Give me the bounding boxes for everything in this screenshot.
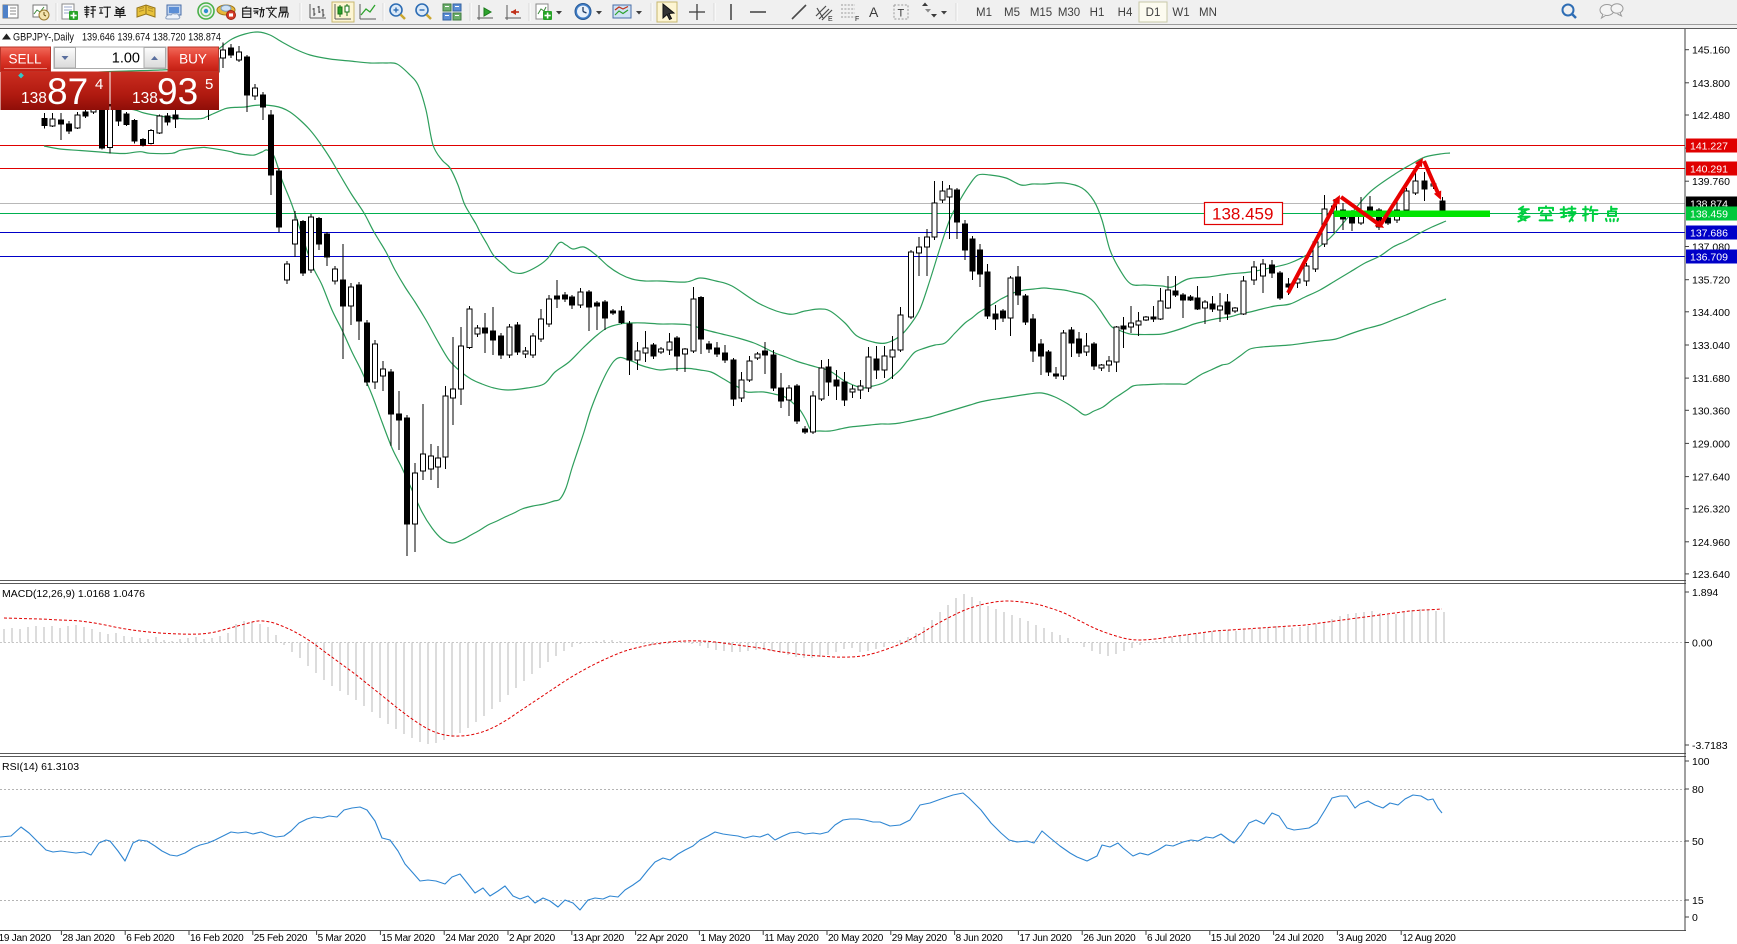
svg-text:5 Mar 2020: 5 Mar 2020 [318,933,367,944]
svg-text:2 Apr 2020: 2 Apr 2020 [509,933,556,944]
svg-text:140.291: 140.291 [1690,164,1728,176]
svg-text:6 Jul 2020: 6 Jul 2020 [1147,933,1191,944]
svg-text:28 Jan 2020: 28 Jan 2020 [62,933,115,944]
svg-text:130.360: 130.360 [1692,405,1730,417]
svg-text:138: 138 [21,90,47,107]
svg-text:M15: M15 [1030,7,1052,19]
svg-text:50: 50 [1692,836,1704,848]
svg-text:H4: H4 [1118,7,1133,19]
svg-text:A: A [869,4,879,20]
svg-text:5: 5 [205,76,213,93]
svg-text:4: 4 [95,76,103,93]
svg-text:GBPJPY-,Daily: GBPJPY-,Daily [13,32,74,44]
svg-text:100: 100 [1692,756,1710,768]
svg-text:BUY: BUY [179,52,207,67]
svg-text:16 Feb 2020: 16 Feb 2020 [190,933,244,944]
svg-text:87: 87 [47,71,88,112]
svg-text:123.640: 123.640 [1692,569,1730,581]
svg-text:W1: W1 [1172,7,1189,19]
svg-text:15 Jul 2020: 15 Jul 2020 [1211,933,1261,944]
svg-text:11 May 2020: 11 May 2020 [764,933,819,944]
svg-text:131.680: 131.680 [1692,373,1730,385]
svg-text:6 Feb 2020: 6 Feb 2020 [126,933,175,944]
svg-text:15: 15 [1692,895,1704,907]
svg-text:H1: H1 [1090,7,1105,19]
svg-text:M1: M1 [976,7,992,19]
svg-text:135.720: 135.720 [1692,275,1730,287]
svg-text:M30: M30 [1058,7,1080,19]
svg-text:29 May 2020: 29 May 2020 [892,933,948,944]
svg-text:-3.7183: -3.7183 [1692,740,1728,752]
svg-text:22 Apr 2020: 22 Apr 2020 [637,933,689,944]
svg-text:MACD(12,26,9) 1.0168 1.0476: MACD(12,26,9) 1.0168 1.0476 [2,588,145,600]
svg-text:139.646 139.674 138.720 138.87: 139.646 139.674 138.720 138.874 [82,32,221,44]
svg-text:80: 80 [1692,784,1704,796]
svg-text:134.400: 134.400 [1692,307,1730,319]
svg-text:126.320: 126.320 [1692,504,1730,516]
svg-text:24 Mar 2020: 24 Mar 2020 [445,933,499,944]
svg-text:19 Jan 2020: 19 Jan 2020 [0,933,52,944]
svg-text:MN: MN [1199,7,1217,19]
svg-text:12 Aug 2020: 12 Aug 2020 [1402,933,1456,944]
svg-text:0: 0 [1692,912,1698,924]
svg-text:143.800: 143.800 [1692,78,1730,90]
svg-text:137.686: 137.686 [1690,228,1728,240]
svg-text:24 Jul 2020: 24 Jul 2020 [1275,933,1325,944]
svg-text:25 Feb 2020: 25 Feb 2020 [254,933,308,944]
svg-text:1.00: 1.00 [112,51,140,67]
svg-text:138.459: 138.459 [1690,209,1728,221]
svg-text:138: 138 [132,90,158,107]
svg-text:3 Aug 2020: 3 Aug 2020 [1338,933,1387,944]
svg-text:136.709: 136.709 [1690,252,1728,264]
svg-text:26 Jun 2020: 26 Jun 2020 [1083,933,1136,944]
svg-text:124.960: 124.960 [1692,537,1730,549]
svg-text:0.00: 0.00 [1692,638,1713,650]
svg-text:15 Mar 2020: 15 Mar 2020 [381,933,435,944]
svg-text:129.000: 129.000 [1692,438,1730,450]
svg-text:142.480: 142.480 [1692,110,1730,122]
svg-text:127.640: 127.640 [1692,472,1730,484]
svg-text:20 May 2020: 20 May 2020 [828,933,884,944]
svg-text:13 Apr 2020: 13 Apr 2020 [573,933,625,944]
svg-text:M5: M5 [1004,7,1020,19]
svg-text:SELL: SELL [8,52,42,67]
svg-text:T: T [898,8,905,20]
svg-text:93: 93 [157,71,198,112]
svg-text:F: F [855,16,859,23]
svg-text:1.894: 1.894 [1692,587,1718,599]
svg-text:145.160: 145.160 [1692,45,1730,57]
svg-text:8 Jun 2020: 8 Jun 2020 [956,933,1004,944]
svg-text:RSI(14) 61.3103: RSI(14) 61.3103 [2,761,79,773]
svg-text:E: E [828,16,833,23]
svg-text:D1: D1 [1146,7,1161,19]
svg-text:138.459: 138.459 [1212,205,1273,224]
svg-text:139.760: 139.760 [1692,176,1730,188]
svg-text:133.040: 133.040 [1692,340,1730,352]
svg-text:1 May 2020: 1 May 2020 [700,933,750,944]
svg-text:17 Jun 2020: 17 Jun 2020 [1019,933,1072,944]
svg-text:141.227: 141.227 [1690,141,1728,153]
